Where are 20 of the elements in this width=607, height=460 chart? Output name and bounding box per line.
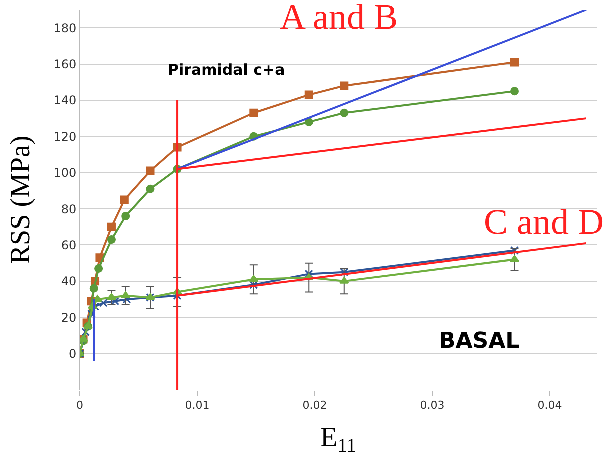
- y-tick-label: 180: [54, 21, 77, 36]
- annotation: C and D: [484, 202, 604, 242]
- y-tick-label: 20: [61, 310, 77, 325]
- x-tick-label: 0.04: [538, 399, 562, 412]
- y-tick-label: 40: [61, 274, 77, 289]
- x-axis-title: E$_{11}$: [320, 422, 356, 458]
- y-tick-label: 100: [54, 166, 77, 180]
- annotation: BASAL: [439, 329, 520, 354]
- y-tick-label: 160: [54, 57, 77, 72]
- annotation: A and B: [280, 0, 398, 37]
- annotation: Piramidal c+a: [168, 61, 286, 79]
- x-tick-label: 0.03: [420, 399, 445, 412]
- y-tick-label: 60: [61, 238, 77, 252]
- y-tick-label: 120: [54, 130, 77, 144]
- y-tick-label: 0: [68, 347, 77, 362]
- y-tick-label: 80: [61, 202, 77, 216]
- y-axis-title: RSS (MPa): [5, 136, 36, 264]
- x-tick-label: 0.02: [302, 399, 328, 412]
- y-tick-label: 140: [54, 94, 77, 108]
- x-tick-label: 0.01: [185, 399, 210, 412]
